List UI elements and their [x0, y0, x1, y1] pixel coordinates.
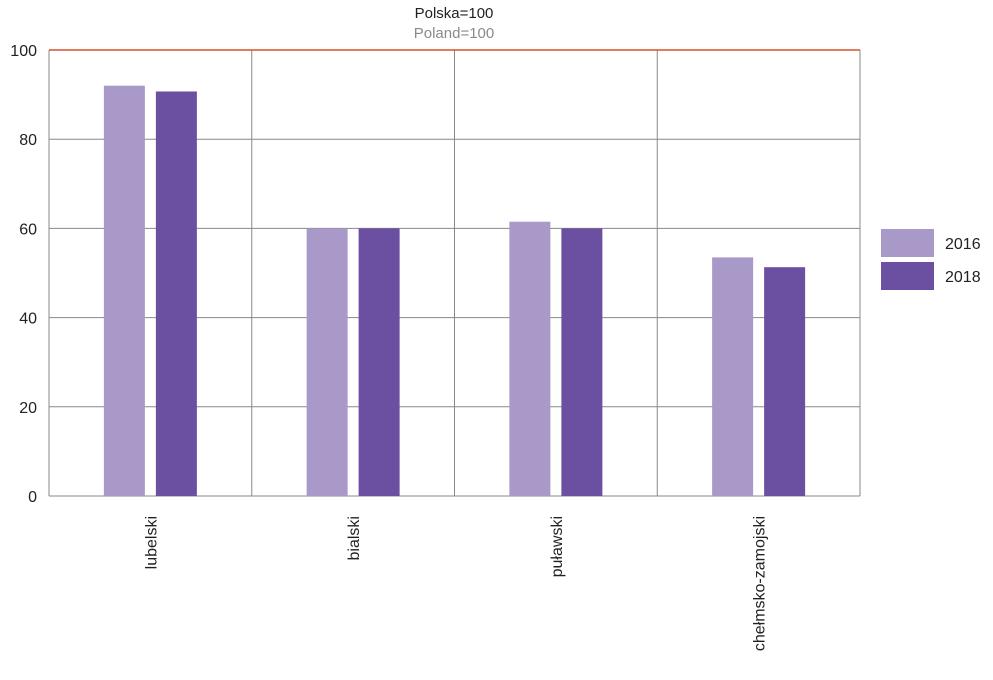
chart-subtitle: Poland=100 — [414, 25, 495, 42]
y-tick-label: 0 — [28, 489, 37, 506]
bar — [306, 228, 348, 496]
bar — [764, 267, 806, 496]
x-category-label: bialski — [346, 516, 363, 560]
legend: 2016 2018 — [881, 229, 981, 290]
bars — [103, 85, 806, 497]
legend-label: 2018 — [945, 269, 981, 286]
y-tick-label: 60 — [19, 221, 37, 238]
bar — [509, 221, 551, 496]
x-category-label: puławski — [549, 516, 566, 577]
legend-swatch — [881, 229, 934, 257]
chart-title: Polska=100 — [415, 5, 494, 22]
x-category-label: chełmsko-zamojski — [752, 516, 769, 651]
x-axis-labels: lubelski bialski puławski chełmsko-zamojski — [143, 516, 768, 651]
y-axis-ticks: 0 20 40 60 80 100 — [10, 43, 37, 506]
y-tick-label: 100 — [10, 43, 37, 60]
x-category-label: lubelski — [143, 516, 160, 569]
legend-label: 2016 — [945, 236, 981, 253]
bar — [358, 228, 400, 496]
bar — [155, 91, 197, 496]
y-tick-label: 20 — [19, 400, 37, 417]
bar — [103, 85, 145, 497]
bar — [561, 228, 603, 496]
y-tick-label: 80 — [19, 132, 37, 149]
legend-swatch — [881, 262, 934, 290]
bar — [712, 257, 754, 496]
y-tick-label: 40 — [19, 311, 37, 328]
